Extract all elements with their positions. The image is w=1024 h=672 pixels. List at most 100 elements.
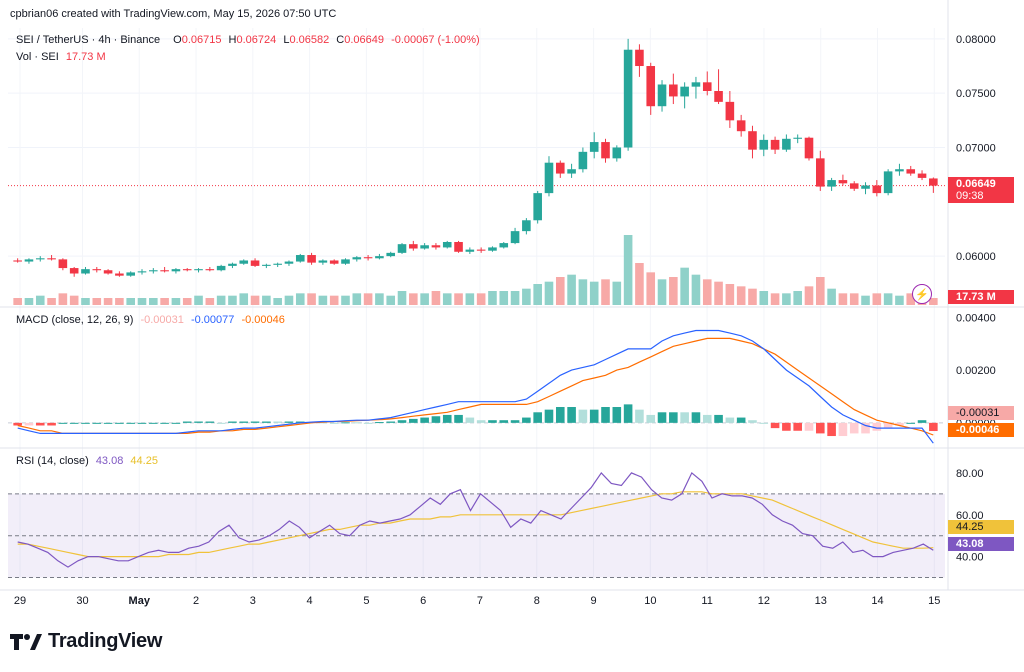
candle: [352, 257, 362, 260]
volume-bar: [137, 298, 147, 305]
macd-histogram-bar: [216, 422, 226, 424]
volume-bar: [669, 277, 678, 305]
candle: [81, 269, 90, 274]
candle: [442, 241, 452, 248]
volume-bar: [182, 298, 192, 305]
volume-bar: [770, 293, 780, 305]
candle: [239, 260, 249, 264]
candle: [318, 260, 328, 263]
price-tag: 0.06649 09:38: [948, 177, 1014, 203]
macd-histogram-bar: [646, 414, 656, 423]
macd-histogram-bar: [397, 420, 407, 423]
rsi-tag: 43.08: [948, 537, 1014, 551]
macd-histogram-bar: [228, 421, 237, 423]
candle: [555, 162, 565, 174]
macd-histogram-bar: [612, 407, 622, 423]
volume-bar: [375, 293, 384, 305]
candle: [861, 185, 870, 189]
macd-histogram-bar: [137, 422, 147, 424]
close-value: 0.06649: [344, 34, 384, 46]
macd-signal-line: [17, 337, 934, 436]
volume-bar: [420, 293, 429, 305]
lightning-icon[interactable]: ⚡: [912, 284, 932, 304]
candle: [725, 101, 735, 121]
candle: [657, 84, 667, 107]
volume-bar: [115, 298, 124, 305]
volume-bar: [295, 293, 305, 305]
candle: [612, 147, 622, 159]
volume-bar: [702, 279, 712, 305]
volume-header: Vol · SEI 17.73 M: [16, 51, 106, 63]
volume-bar: [454, 293, 463, 305]
price-axis-label: 0.06000: [956, 251, 996, 263]
macd-header: MACD (close, 12, 26, 9) -0.00031 -0.0007…: [16, 314, 285, 326]
candle: [635, 49, 644, 67]
volume-bar: [725, 284, 735, 305]
time-axis-label: 14: [871, 595, 883, 607]
rsi-ma-tag: 44.25: [948, 520, 1014, 534]
candle: [431, 245, 441, 248]
macd-histogram-bar: [827, 422, 836, 437]
candle: [115, 273, 124, 276]
macd-histogram-bar: [589, 409, 599, 423]
macd-histogram-bar: [352, 422, 362, 424]
macd-histogram-bar: [917, 420, 927, 423]
macd-histogram-bar: [883, 422, 893, 429]
macd-histogram-bar: [770, 422, 780, 429]
candle: [499, 243, 509, 248]
low-value: 0.06582: [289, 34, 330, 46]
logo-text: TradingView: [48, 630, 163, 652]
macd-histogram-bar: [804, 422, 814, 431]
macd-histogram-bar: [171, 422, 181, 424]
macd-signal-tag: -0.00046: [948, 423, 1014, 437]
volume-bar: [69, 295, 79, 305]
time-axis-label: 10: [644, 595, 656, 607]
candle: [375, 256, 384, 259]
price-axis-label: 0.08000: [956, 34, 996, 46]
symbol-header: SEI / TetherUS · 4h · Binance O0.06715 H…: [16, 34, 480, 46]
macd-histogram-bar: [533, 412, 542, 423]
volume-bar: [205, 298, 215, 305]
macd-histogram-bar: [759, 422, 769, 424]
volume-bar: [906, 293, 916, 305]
candle: [816, 158, 825, 187]
volume-bar: [273, 298, 282, 305]
macd-histogram-bar: [872, 422, 882, 431]
candle: [906, 169, 916, 174]
candle: [171, 269, 181, 272]
candle: [47, 258, 56, 260]
volume-bar: [736, 286, 746, 305]
macd-histogram-bar: [861, 422, 870, 434]
candle: [917, 173, 927, 178]
macd-histogram-bar: [341, 422, 350, 424]
candle: [827, 180, 836, 187]
macd-hist-value: -0.00031: [140, 314, 184, 326]
macd-histogram-bar: [555, 407, 565, 423]
volume-bar: [149, 298, 158, 305]
volume-bar: [589, 281, 599, 305]
candle: [397, 244, 407, 253]
macd-histogram-bar: [736, 417, 746, 423]
candle: [205, 269, 215, 271]
volume-bar: [488, 291, 497, 305]
candle: [691, 82, 701, 87]
volume-bar: [578, 279, 588, 305]
time-axis-label: 15: [928, 595, 940, 607]
time-axis-label: 30: [76, 595, 88, 607]
volume-bar: [352, 293, 362, 305]
macd-histogram-bar: [182, 421, 192, 423]
volume-bar: [838, 293, 848, 305]
volume-bar: [262, 295, 271, 305]
candle: [533, 193, 542, 221]
rsi-ma-line: [17, 491, 934, 558]
macd-histogram-bar: [103, 422, 113, 424]
macd-histogram-bar: [929, 422, 938, 432]
macd-histogram-bar: [601, 407, 610, 423]
macd-histogram-bar: [35, 422, 45, 426]
macd-histogram-bar: [363, 422, 373, 424]
price-axis-label: 0.07000: [956, 142, 996, 154]
candle: [736, 120, 746, 132]
candle: [714, 91, 723, 102]
time-axis-label: 12: [758, 595, 770, 607]
